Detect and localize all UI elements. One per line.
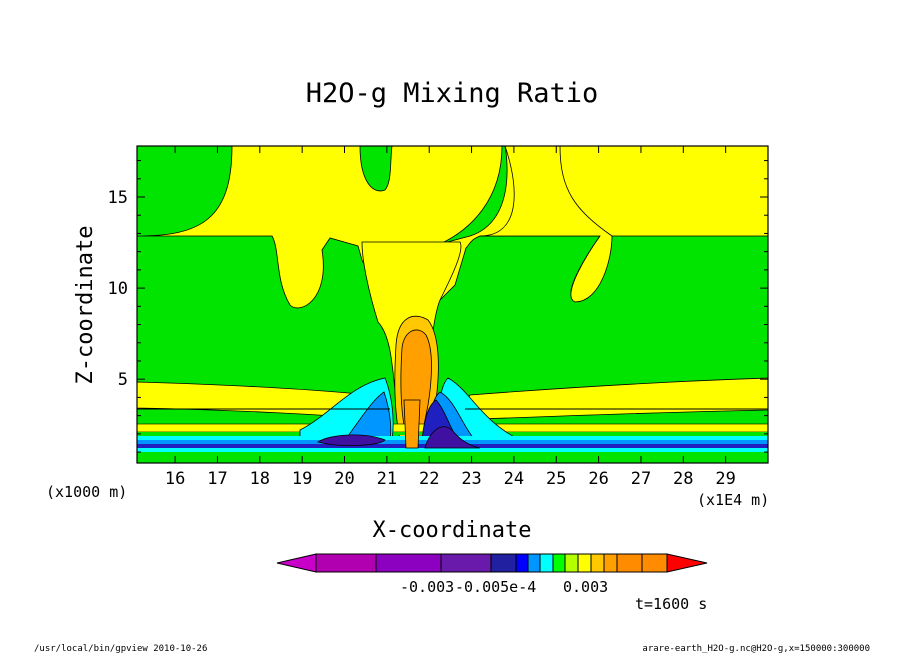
chart-title: H2O-g Mixing Ratio bbox=[306, 78, 599, 109]
colorbar-left-arrow bbox=[276, 553, 317, 573]
footer-right: arare-earth_H2O-g.nc@H2O-g,x=150000:3000… bbox=[642, 644, 870, 654]
x-tick-label: 21 bbox=[377, 469, 397, 489]
y-tick-label: 5 bbox=[118, 370, 128, 390]
x-tick-label: 27 bbox=[631, 469, 651, 489]
x-tick-label: 24 bbox=[504, 469, 524, 489]
colorbar-label-1: -0.003 bbox=[400, 578, 454, 596]
footer-left: /usr/local/bin/gpview 2010-10-26 bbox=[34, 644, 207, 654]
upper-right-band bbox=[479, 146, 613, 303]
colorbar-segment bbox=[590, 553, 605, 573]
x-ticks: 16 17 18 19 20 21 22 23 24 25 26 27 28 29 bbox=[165, 146, 736, 489]
colorbar-segment bbox=[539, 553, 554, 573]
colorbar-segment bbox=[552, 553, 566, 573]
y-unit-note: (x1000 m) bbox=[46, 483, 127, 501]
colorbar bbox=[276, 553, 708, 573]
colorbar-right-arrow bbox=[666, 553, 708, 573]
x-tick-label: 22 bbox=[419, 469, 439, 489]
band-green-low bbox=[137, 452, 768, 463]
x-tick-label: 20 bbox=[334, 469, 354, 489]
colorbar-segment bbox=[564, 553, 579, 573]
x-tick-label: 17 bbox=[207, 469, 227, 489]
time-label: t=1600 s bbox=[635, 595, 707, 613]
x-tick-label: 29 bbox=[715, 469, 735, 489]
colorbar-segment bbox=[515, 553, 529, 573]
colorbar-label-3: 0.003 bbox=[563, 578, 608, 596]
upper-left-plume bbox=[137, 146, 768, 309]
x-axis-label: X-coordinate bbox=[373, 518, 532, 543]
colorbar-segment bbox=[616, 553, 643, 573]
y-ticks: 5 10 15 bbox=[108, 160, 768, 453]
x-tick-label: 18 bbox=[250, 469, 270, 489]
colorbar-segment bbox=[315, 553, 377, 573]
colorbar-segment bbox=[577, 553, 592, 573]
x-tick-label: 23 bbox=[461, 469, 481, 489]
x-tick-label: 28 bbox=[673, 469, 693, 489]
colorbar-label-2: -0.005e-4 bbox=[455, 578, 536, 596]
plot-frame bbox=[136, 145, 769, 464]
y-tick-label: 10 bbox=[108, 279, 128, 299]
x-tick-label: 26 bbox=[588, 469, 608, 489]
purple-right-core bbox=[424, 426, 481, 449]
colorbar-segment bbox=[603, 553, 618, 573]
y-tick-label: 15 bbox=[108, 188, 128, 208]
colorbar-segment bbox=[375, 553, 442, 573]
orange-stem bbox=[403, 399, 421, 449]
x-tick-label: 19 bbox=[292, 469, 312, 489]
colorbar-segment bbox=[527, 553, 541, 573]
blue-left-mid bbox=[344, 391, 392, 441]
colorbar-segment bbox=[440, 553, 492, 573]
y-axis-label: Z-coordinate bbox=[73, 226, 98, 385]
contour-field bbox=[137, 146, 768, 463]
band-cyan-2 bbox=[137, 448, 768, 452]
x-tick-label: 25 bbox=[546, 469, 566, 489]
colorbar-segment bbox=[641, 553, 668, 573]
colorbar-segment bbox=[490, 553, 517, 573]
x-unit-note: (x1E4 m) bbox=[697, 491, 769, 509]
x-tick-label: 16 bbox=[165, 469, 185, 489]
purple-left-core bbox=[317, 434, 386, 447]
